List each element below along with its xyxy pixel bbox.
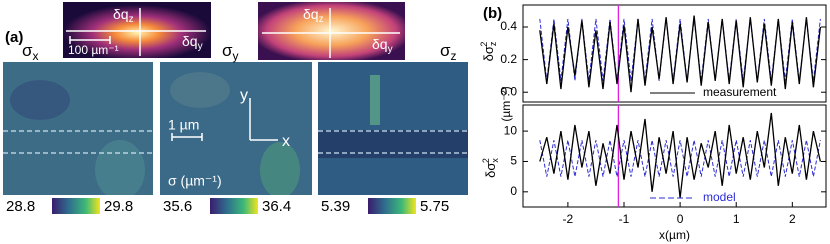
series-line	[539, 112, 822, 198]
cbar-max: 5.75	[420, 198, 449, 215]
colorbar	[368, 198, 416, 214]
y-label-base: δσ	[483, 163, 498, 178]
axis-x: x	[282, 133, 290, 150]
x-tick-label: -1	[619, 212, 630, 226]
y-label-sub: z	[488, 41, 498, 46]
texture	[95, 140, 145, 200]
y-label-sup: 2	[479, 42, 489, 47]
texture	[170, 72, 230, 108]
panel-label: (a)	[5, 29, 23, 46]
y-label-base: δσ	[481, 46, 496, 61]
x-tick-label: 2	[789, 212, 796, 226]
texture	[10, 80, 70, 120]
y-label-sup: 2	[481, 158, 491, 163]
y-tick-label: 0.2	[500, 52, 517, 66]
axis-y: y	[240, 87, 248, 104]
y-label-sub: x	[490, 158, 500, 163]
cbar-min: 35.6	[163, 198, 192, 215]
cbar-min: 28.8	[6, 198, 35, 215]
texture	[370, 75, 380, 125]
texture	[260, 142, 300, 198]
inset-scale: 100 µm⁻¹	[68, 43, 119, 57]
y-tick-label: 5	[510, 154, 517, 168]
cbar-max: 29.8	[104, 198, 133, 215]
y-tick-label: 0.4	[500, 19, 517, 33]
series-line	[539, 15, 822, 93]
y-tick-label: 0.0	[500, 84, 517, 98]
x-tick-label: 1	[733, 212, 740, 226]
cbar-max: 36.4	[262, 198, 291, 215]
x-axis-label: x(µm)	[659, 228, 690, 242]
y-tick-label: 0	[510, 184, 517, 198]
map-title: σx	[22, 41, 39, 63]
y-axis-label: δσz2	[479, 41, 498, 61]
inset-2	[258, 2, 405, 60]
y-axis-label: δσx2	[481, 158, 500, 178]
inset-label: δqy	[372, 36, 393, 55]
colorbar	[210, 198, 258, 214]
map-title: σy	[222, 41, 239, 63]
inset-label: δqz	[113, 6, 134, 25]
legend-label: model	[703, 190, 736, 204]
y-unit: (µm⁻²)	[499, 86, 513, 121]
x-tick-label: 0	[677, 212, 684, 226]
inset-axes	[66, 8, 400, 141]
x-tick-label: -2	[563, 212, 574, 226]
cbar-label: σ (µm⁻¹)	[168, 173, 222, 189]
plot-frame	[522, 104, 827, 208]
texture	[318, 130, 468, 158]
map-title: σz	[440, 41, 457, 63]
legend-label: measurement	[703, 85, 777, 99]
series-line	[539, 140, 821, 177]
inset-label: δqy	[182, 33, 203, 52]
panel-a: 28.8 29.8 35.6 36.4 5.39 5.75 (a) σx σy …	[3, 2, 468, 218]
cbar-min: 5.39	[321, 198, 350, 215]
y-tick-label: 10	[504, 123, 518, 137]
plot-frame	[522, 4, 827, 103]
inset-label: δqz	[303, 6, 324, 25]
panel-label: (b)	[483, 5, 502, 22]
dashes	[3, 130, 468, 154]
inset-1	[63, 2, 211, 58]
colorbar	[52, 198, 100, 214]
scale-label: 1 µm	[168, 117, 199, 133]
